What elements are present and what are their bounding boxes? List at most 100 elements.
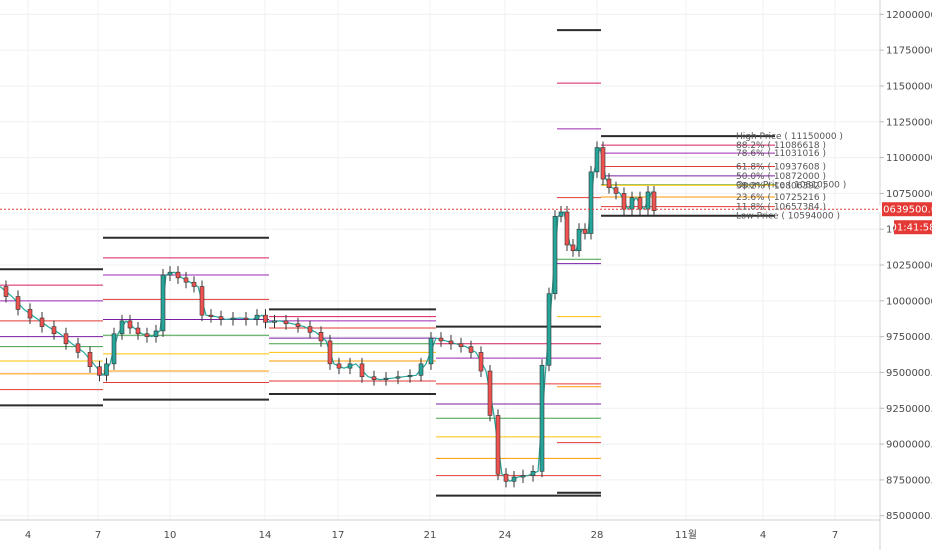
candle-body: [63, 333, 69, 345]
candle-body: [478, 352, 484, 372]
fib-label: 38.2% ( 10806392 ): [736, 181, 826, 191]
candle-body: [495, 415, 501, 475]
fib-label: High Price ( 11150000 ): [736, 132, 843, 142]
fib-label: 88.2% ( 11086618 ): [736, 141, 826, 151]
candle-body: [15, 296, 21, 310]
x-tick-label: 28: [591, 530, 604, 541]
x-tick-label: 14: [259, 530, 272, 541]
x-tick-label: 4: [760, 530, 766, 541]
y-tick-label: 10000000.0: [886, 296, 932, 307]
candle-body: [546, 293, 552, 366]
candle-body: [243, 317, 249, 320]
candle-body: [418, 363, 424, 376]
candle-body: [39, 317, 45, 327]
candle-body: [448, 340, 454, 345]
x-tick-label: 7: [832, 530, 838, 541]
candle-body: [167, 271, 173, 276]
candle-body: [111, 333, 117, 365]
y-tick-label: 11250000.0: [886, 117, 932, 128]
candle-body: [503, 473, 509, 482]
countdown-label: 01:41:58: [891, 223, 932, 234]
x-tick-label: 7: [95, 530, 101, 541]
fib-label: 50.0% ( 10872000 ): [736, 172, 826, 182]
y-tick-label: 10750000.0: [886, 189, 932, 200]
fib-levels: [0, 29, 775, 497]
candle-body: [51, 326, 57, 335]
candle-body: [283, 320, 289, 325]
candle-body: [75, 343, 81, 353]
candle-body: [263, 314, 268, 323]
y-tick-label: 8750000.0: [886, 475, 932, 486]
candle-body: [175, 271, 181, 279]
x-tick-label: 4: [25, 530, 31, 541]
candle-body: [438, 337, 444, 342]
candle-body: [511, 476, 517, 482]
price-axis[interactable]: 12000000.0 11750000.0 11500000.0 11250000.0…: [880, 10, 932, 522]
candle-body: [127, 320, 133, 329]
fib-label: Low Price ( 10594000 ): [736, 212, 840, 222]
candle-body: [552, 216, 558, 294]
x-tick-label: 24: [499, 530, 512, 541]
time-axis[interactable]: 4 7 10 14 17 21 24 28 11월 4 7: [25, 529, 838, 541]
candle-body: [27, 309, 33, 319]
candle-body: [629, 197, 635, 210]
candle-body: [407, 375, 413, 378]
candle-body: [191, 281, 197, 287]
x-tick-label: 21: [424, 530, 437, 541]
fib-label: 78.6% ( 11031016 ): [736, 149, 826, 159]
candle-body: [383, 377, 389, 380]
fib-label: 61.8% ( 10937608 ): [736, 163, 826, 173]
candle-body: [458, 343, 464, 347]
fib-label: 23.6% ( 10725216 ): [736, 193, 826, 203]
candle-body: [395, 376, 401, 379]
candle-body: [558, 211, 564, 217]
candle-body: [613, 187, 619, 194]
candle-body: [183, 277, 189, 283]
candle-body: [119, 320, 125, 335]
y-tick-label: 9500000.0: [886, 368, 932, 379]
candle-body: [199, 286, 205, 316]
candle-body: [588, 171, 594, 234]
candle-body: [621, 193, 627, 210]
candle-body: [600, 147, 606, 180]
candle-body: [327, 340, 333, 365]
candle-body: [153, 330, 159, 337]
candle-body: [564, 211, 570, 246]
candle-body: [160, 274, 166, 332]
candle-body: [104, 363, 109, 376]
candle-body: [359, 363, 365, 378]
candle-body: [144, 333, 150, 337]
last-price-badge: 10639500.0 01:41:58: [877, 202, 932, 235]
x-tick-label: 17: [332, 530, 345, 541]
y-tick-label: 11500000.0: [886, 81, 932, 92]
candle-body: [582, 228, 588, 234]
candle-body: [570, 244, 576, 251]
x-tick-label: 10: [164, 530, 177, 541]
candles: [0, 141, 657, 488]
candle-body: [218, 316, 224, 320]
candle-body: [594, 147, 600, 173]
candle-body: [576, 228, 582, 251]
candle-body: [468, 346, 474, 353]
candle-body: [135, 327, 141, 335]
candle-body: [530, 470, 536, 476]
y-tick-label: 8500000.0: [886, 511, 932, 522]
x-tick-label: 11월: [675, 529, 697, 541]
candle-body: [428, 337, 434, 365]
candle-body: [307, 326, 313, 333]
candle-body: [637, 197, 643, 210]
y-tick-label: 11750000.0: [886, 46, 932, 57]
candle-body: [371, 376, 377, 380]
candle-body: [295, 323, 301, 327]
candle-body: [645, 191, 651, 210]
y-tick-label: 9250000.0: [886, 404, 932, 415]
candle-body: [487, 370, 493, 416]
y-tick-label: 9000000.0: [886, 440, 932, 451]
y-tick-label: 12000000.0: [886, 10, 932, 21]
candle-body: [520, 475, 526, 478]
price-trace: [0, 147, 657, 483]
y-tick-label: 9750000.0: [886, 332, 932, 343]
candle-body: [347, 363, 353, 369]
candle-body: [97, 366, 102, 376]
